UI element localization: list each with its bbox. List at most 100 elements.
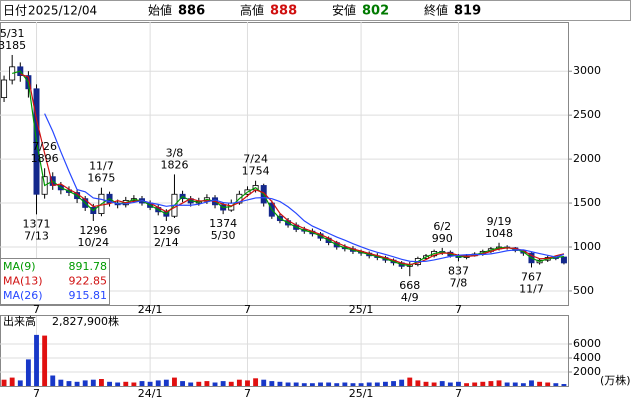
volume-bar bbox=[115, 382, 121, 386]
annotation-value: 1675 bbox=[87, 172, 115, 185]
volume-bar bbox=[293, 382, 299, 386]
legend-value: 915.81 bbox=[69, 289, 108, 302]
volume-bar bbox=[561, 384, 567, 386]
volume-bar bbox=[309, 383, 315, 386]
annotation-value: 1371 bbox=[23, 217, 51, 230]
annotation-date: 2/14 bbox=[154, 236, 179, 249]
y-tick-label: 2500 bbox=[573, 108, 601, 121]
annotation-date: 11/7 bbox=[89, 160, 114, 173]
volume-bar bbox=[212, 382, 218, 386]
annotation-date: 7/8 bbox=[450, 276, 468, 289]
candle-body bbox=[1, 79, 8, 98]
x-tick-label: 25/1 bbox=[349, 303, 374, 316]
volume-tick-label: 4000 bbox=[573, 351, 601, 364]
volume-bar bbox=[236, 379, 242, 386]
annotation-value: 1296 bbox=[152, 224, 180, 237]
volume-bar bbox=[139, 381, 145, 386]
annotation-date: 6/2 bbox=[433, 220, 451, 233]
volume-bar bbox=[374, 382, 380, 386]
volume-bar bbox=[277, 381, 283, 386]
volume-bar bbox=[9, 377, 15, 386]
volume-bar bbox=[537, 381, 543, 386]
volume-bar bbox=[301, 383, 307, 386]
volume-bar bbox=[155, 380, 161, 386]
volume-bar bbox=[42, 335, 48, 386]
volume-bar bbox=[431, 382, 437, 386]
annotation-value: 1754 bbox=[242, 165, 270, 178]
annotation-date: 5/31 bbox=[0, 27, 25, 40]
volume-bar bbox=[529, 380, 534, 386]
volume-bar bbox=[496, 380, 502, 386]
volume-bar bbox=[545, 382, 551, 386]
annotation-date: 10/24 bbox=[77, 236, 109, 249]
volume-bar bbox=[261, 379, 267, 386]
volume-bar bbox=[123, 381, 129, 386]
date-label: 日付 bbox=[3, 4, 27, 18]
annotation-date: 3/8 bbox=[166, 146, 184, 159]
volume-unit: (万株) bbox=[600, 373, 631, 387]
annotation-value: 668 bbox=[399, 279, 420, 292]
volume-bar bbox=[228, 381, 234, 386]
volume-bar bbox=[512, 382, 518, 386]
legend-value: 891.78 bbox=[69, 260, 108, 273]
volume-bar bbox=[350, 383, 356, 386]
ma-line bbox=[20, 73, 565, 266]
legend-name: MA(13) bbox=[3, 275, 43, 288]
y-tick-label: 1000 bbox=[573, 240, 601, 253]
volume-bar bbox=[318, 382, 323, 386]
x-tick-label: 7 bbox=[455, 387, 462, 400]
volume-bar bbox=[17, 380, 23, 386]
close-value: 819 bbox=[454, 4, 481, 19]
volume-bar bbox=[415, 380, 421, 386]
open-label: 始値 bbox=[148, 3, 172, 18]
x-tick-label: 7 bbox=[33, 303, 40, 316]
volume-bar bbox=[163, 379, 169, 386]
high-label: 高値 bbox=[240, 3, 264, 18]
volume-tick-label: 6000 bbox=[573, 337, 601, 350]
volume-bar bbox=[456, 381, 461, 386]
close-label: 終値 bbox=[424, 3, 448, 18]
price-frame bbox=[0, 22, 569, 306]
volume-bar bbox=[220, 381, 226, 386]
candle-body bbox=[560, 256, 567, 264]
x-tick-label: 7 bbox=[244, 303, 251, 316]
annotation-date: 9/19 bbox=[487, 215, 512, 228]
volume-title: 出来高 bbox=[3, 314, 36, 328]
low-value: 802 bbox=[362, 4, 389, 19]
volume-bar bbox=[342, 382, 348, 386]
annotation-value: 1826 bbox=[160, 158, 188, 171]
volume-bar bbox=[1, 379, 7, 386]
annotation-date: 4/9 bbox=[401, 291, 419, 304]
volume-bar bbox=[34, 334, 39, 386]
date: 2025/12/04 bbox=[28, 4, 97, 18]
volume-bar bbox=[188, 382, 194, 386]
y-tick-label: 2000 bbox=[573, 152, 601, 165]
volume-bar bbox=[472, 382, 478, 386]
volume-bar bbox=[285, 382, 291, 386]
volume-bar bbox=[82, 380, 88, 386]
volume-bar bbox=[269, 381, 275, 386]
annotation-value: 3185 bbox=[0, 39, 26, 52]
x-tick-label: 25/1 bbox=[349, 387, 374, 400]
volume-frame bbox=[0, 315, 569, 387]
legend-name: MA(9) bbox=[3, 260, 36, 273]
volume-bar bbox=[131, 382, 137, 386]
low-label: 安値 bbox=[332, 3, 356, 18]
annotation-value: 1896 bbox=[31, 152, 59, 165]
annotation-date: 7/26 bbox=[32, 140, 57, 153]
y-tick-label: 3000 bbox=[573, 64, 601, 77]
volume-bar bbox=[366, 382, 372, 386]
open-value: 886 bbox=[178, 4, 205, 19]
high-value: 888 bbox=[270, 4, 297, 19]
volume-bar bbox=[334, 383, 340, 386]
legend-box bbox=[0, 258, 110, 305]
y-tick-label: 500 bbox=[573, 284, 594, 297]
volume-bar bbox=[439, 381, 445, 386]
volume-bar bbox=[172, 377, 177, 386]
volume-bar bbox=[50, 375, 56, 386]
volume-tick-label: 2000 bbox=[573, 365, 601, 378]
annotation-date: 5/30 bbox=[211, 229, 236, 242]
volume-bar bbox=[447, 382, 453, 386]
volume-bar bbox=[553, 383, 559, 386]
